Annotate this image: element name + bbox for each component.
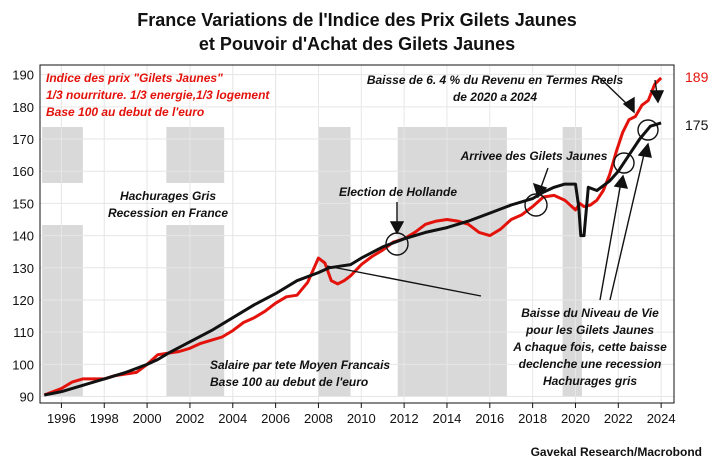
- x-tick-label: 2012: [390, 411, 419, 426]
- end-label-black: 175: [685, 117, 709, 133]
- y-tick-label: 160: [12, 164, 34, 179]
- baisse-note-line2: pour les Gilets Jaunes: [525, 323, 654, 337]
- salaire-pointer-line: [326, 265, 482, 297]
- revenu-note-line2: de 2020 a 2024: [453, 90, 537, 104]
- x-tick-label: 2004: [218, 411, 247, 426]
- revenu-arrowhead-2: [649, 90, 665, 104]
- x-axis: 1996 1998 2000 2002 2004 2006 2008 2010 2012 2014…: [47, 403, 676, 426]
- baisse-circle-2023: [637, 119, 659, 141]
- legend-red-line1: Indice des prix "Gilets Jaunes": [46, 71, 223, 85]
- baisse-arrowhead-2: [637, 142, 652, 158]
- revenu-note-line1: Baisse de 6. 4 % du Revenu en Termes Ree…: [367, 73, 624, 87]
- x-tick-label: 2018: [518, 411, 547, 426]
- y-tick-label: 180: [12, 100, 34, 115]
- y-tick-label: 130: [12, 261, 34, 276]
- y-tick-label: 170: [12, 132, 34, 147]
- y-tick-label: 110: [13, 325, 34, 340]
- recession-note-line1: Hachurages Gris: [120, 189, 216, 203]
- y-tick-label: 150: [12, 196, 34, 211]
- baisse-arrow-2-line: [609, 149, 646, 301]
- recession-band-1: [166, 127, 225, 397]
- baisse-note-line1: Baisse du Niveau de Vie: [521, 306, 659, 320]
- series-line-salaire-moyen: [44, 121, 662, 397]
- end-label-red: 189: [685, 69, 709, 85]
- baisse-note-line3: A chaque fois, cette baisse: [512, 340, 667, 354]
- x-tick-label: 2002: [175, 411, 204, 426]
- x-tick-label: 1998: [90, 411, 119, 426]
- recession-bands: [42, 127, 582, 397]
- series: [43, 76, 663, 397]
- revenu-arrowhead-1: [622, 96, 635, 114]
- recession-note-backdrop: [42, 183, 242, 225]
- y-tick-label: 90: [20, 390, 34, 405]
- y-tick-label: 190: [12, 68, 34, 83]
- baisse-note-line4: declenche une recession: [519, 357, 662, 371]
- credit: Gavekal Research/Macrobond: [531, 445, 702, 459]
- salaire-note-line1: Salaire par tete Moyen Francais: [210, 358, 390, 372]
- baisse-arrow-1-line: [599, 181, 622, 301]
- revenu-arrow-1-line: [599, 77, 630, 107]
- x-tick-label: 2008: [304, 411, 333, 426]
- legend-red-line3: Base 100 au debut de l'euro: [46, 105, 204, 119]
- x-tick-label: 2024: [647, 411, 676, 426]
- salaire-note-line2: Base 100 au debut de l'euro: [210, 375, 368, 389]
- x-tick-label: 1996: [47, 411, 76, 426]
- x-tick-label: 2000: [133, 411, 162, 426]
- x-tick-label: 2010: [347, 411, 376, 426]
- recession-note-line2: Recession en France: [108, 206, 228, 220]
- plot-frame: [39, 64, 675, 404]
- x-tick-label: 2022: [604, 411, 633, 426]
- legend-red-line2: 1/3 nourriture. 1/3 energie,1/3 logement: [46, 88, 270, 102]
- grid: [40, 65, 674, 403]
- y-tick-label: 100: [12, 357, 34, 372]
- annotation-marks: [326, 77, 665, 301]
- hollande-arrowhead: [389, 221, 405, 235]
- x-tick-label: 2006: [261, 411, 290, 426]
- arrivee-arrowhead: [532, 182, 548, 199]
- recession-band-0: [42, 127, 83, 397]
- arrivee-note: Arrivee des Gilets Jaunes: [460, 149, 608, 163]
- x-tick-label: 2014: [432, 411, 461, 426]
- chart-title-line2: et Pouvoir d'Achat des Gilets Jaunes: [199, 34, 515, 54]
- x-tick-label: 2016: [475, 411, 504, 426]
- x-tick-label: 2020: [561, 411, 590, 426]
- chart-title-line1: France Variations de l'Indice des Prix G…: [137, 10, 576, 30]
- y-tick-label: 120: [12, 293, 34, 308]
- recession-band-3: [397, 127, 507, 397]
- arrivee-circle: [524, 193, 548, 217]
- baisse-circle-2022: [613, 152, 635, 174]
- baisse-note-line5: Hachurages gris: [543, 374, 637, 388]
- y-tick-label: 140: [12, 229, 34, 244]
- y-axis: 90 100 110 120 130 140 150 160 170 180 190: [12, 68, 34, 405]
- hollande-note: Election de Hollande: [339, 185, 457, 199]
- baisse-arrowhead-1: [613, 174, 629, 189]
